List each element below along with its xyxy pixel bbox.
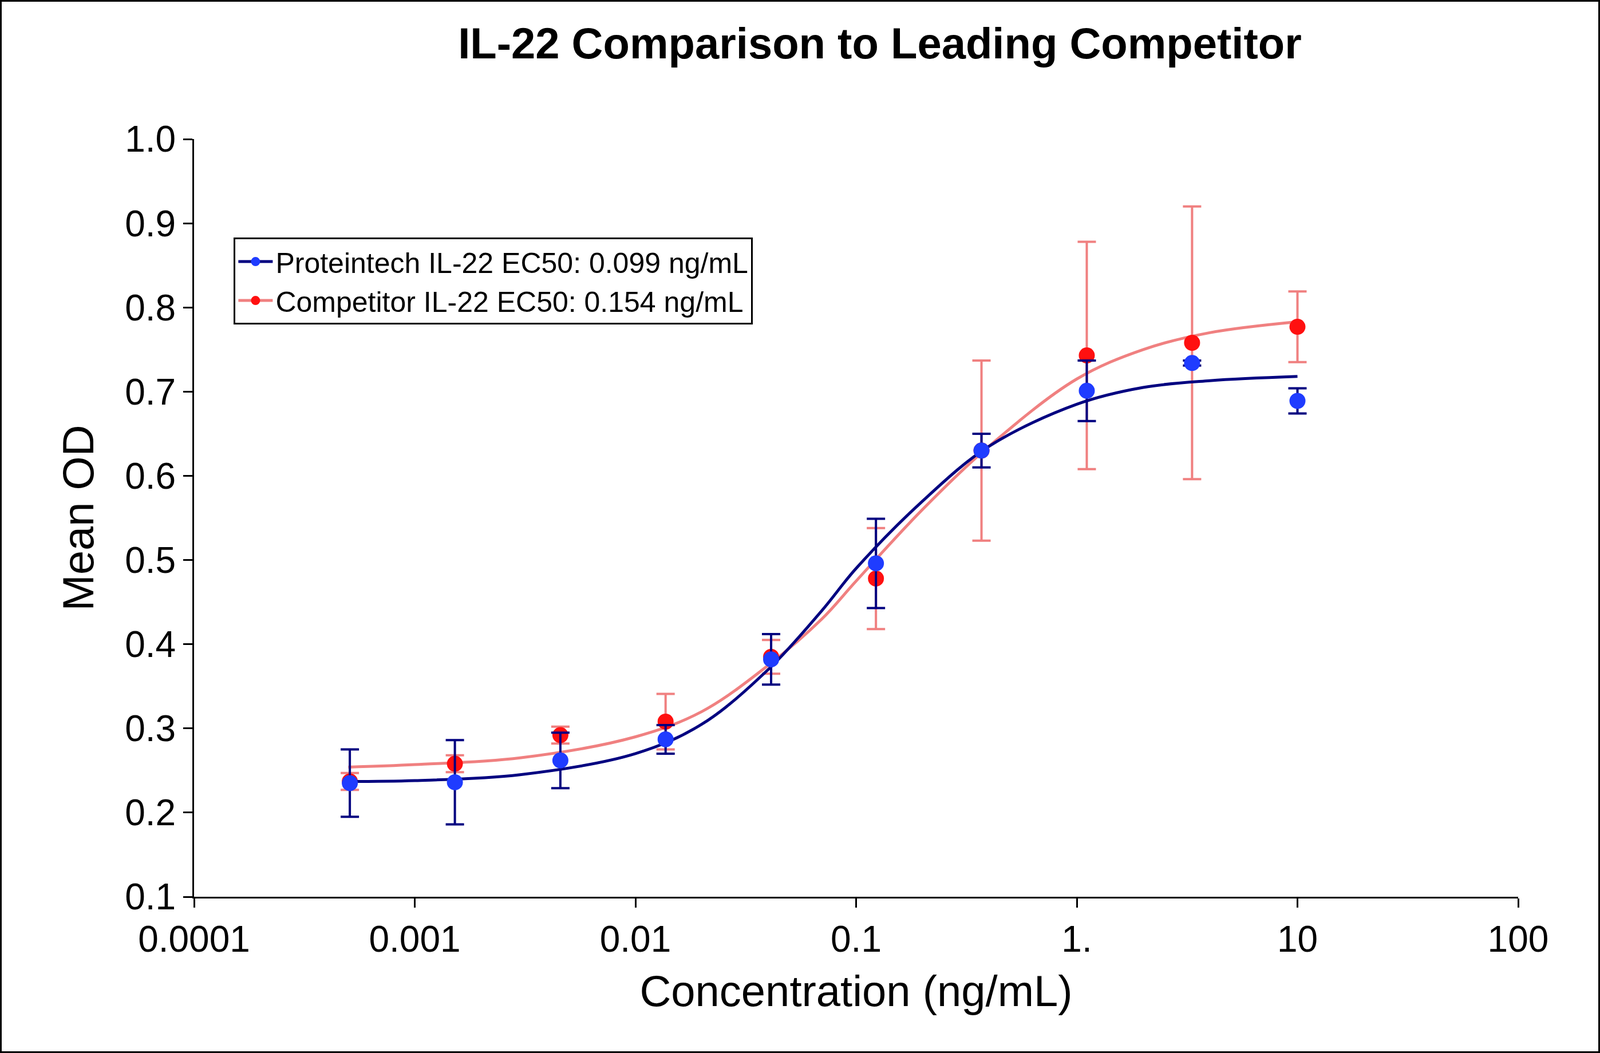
svg-text:0.01: 0.01	[599, 918, 672, 960]
svg-text:0.001: 0.001	[368, 918, 461, 960]
svg-text:0.0001: 0.0001	[137, 918, 251, 960]
svg-text:0.6: 0.6	[124, 455, 176, 497]
svg-text:0.3: 0.3	[124, 708, 176, 750]
svg-text:0.1: 0.1	[124, 876, 176, 918]
svg-text:0.1: 0.1	[830, 918, 882, 960]
svg-text:Mean OD: Mean OD	[53, 424, 103, 611]
svg-text:0.5: 0.5	[124, 539, 176, 582]
svg-text:1.: 1.	[1061, 918, 1092, 960]
svg-text:0.7: 0.7	[124, 371, 176, 413]
svg-text:Competitor IL-22 EC50: 0.154 n: Competitor IL-22 EC50: 0.154 ng/mL	[275, 286, 744, 319]
svg-text:10: 10	[1277, 918, 1318, 960]
svg-text:0.2: 0.2	[124, 792, 176, 834]
svg-text:Concentration (ng/mL): Concentration (ng/mL)	[639, 966, 1073, 1016]
svg-text:Proteintech IL-22 EC50: 0.099: Proteintech IL-22 EC50: 0.099 ng/mL	[275, 247, 749, 280]
svg-text:IL-22 Comparison to Leading Co: IL-22 Comparison to Leading Competitor	[457, 18, 1302, 68]
svg-text:0.4: 0.4	[124, 623, 176, 666]
svg-text:100: 100	[1487, 918, 1550, 960]
svg-text:1.0: 1.0	[124, 118, 176, 160]
svg-text:0.9: 0.9	[124, 203, 176, 245]
svg-text:0.8: 0.8	[124, 287, 176, 329]
